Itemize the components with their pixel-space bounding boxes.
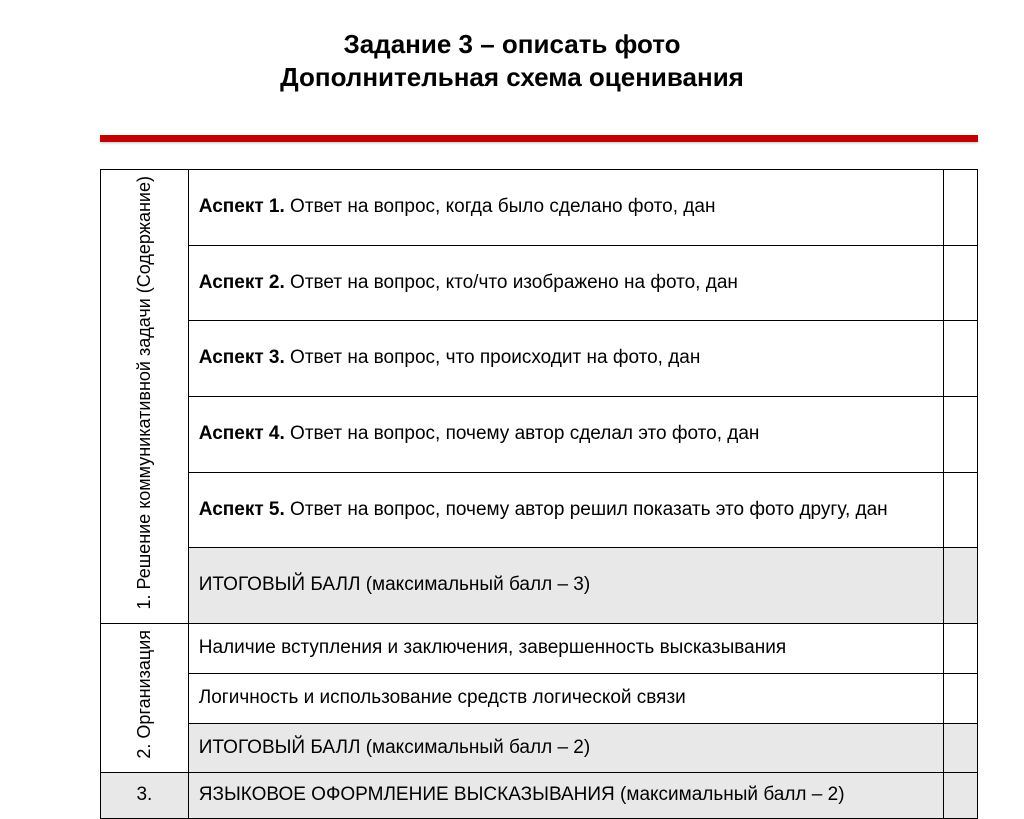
score-cell [944, 472, 978, 548]
score-cell [944, 245, 978, 321]
section-3-header: 3. [136, 784, 152, 805]
table-row: Логичность и использование средств логич… [101, 673, 978, 723]
aspect-label: Аспект 4. [199, 423, 285, 444]
horizontal-rule [0, 135, 1024, 145]
score-cell [944, 170, 978, 246]
criterion-cell: Логичность и использование средств логич… [188, 673, 943, 723]
table-row: 1. Решение коммуникативной задачи (Содер… [101, 170, 978, 246]
assessment-table: 1. Решение коммуникативной задачи (Содер… [100, 169, 978, 819]
table-row: Аспект 2. Ответ на вопрос, кто/что изобр… [101, 245, 978, 321]
criterion-cell: Аспект 4. Ответ на вопрос, почему автор … [188, 397, 943, 473]
table-row: 3. ЯЗЫКОВОЕ ОФОРМЛЕНИЕ ВЫСКАЗЫВАНИЯ (мак… [101, 773, 978, 819]
section-1-header-cell: 1. Решение коммуникативной задачи (Содер… [101, 170, 189, 624]
section-2-header: 2. Организация [133, 630, 156, 759]
criterion-cell: Наличие вступления и заключения, заверше… [188, 624, 943, 674]
criterion-cell: Аспект 3. Ответ на вопрос, что происходи… [188, 321, 943, 397]
section-1-header: 1. Решение коммуникативной задачи (Содер… [134, 176, 155, 610]
aspect-label: Аспект 5. [199, 499, 285, 520]
table-row: Аспект 5. Ответ на вопрос, почему автор … [101, 472, 978, 548]
title-line-1: Задание 3 – описать фото [0, 28, 1024, 61]
score-cell [944, 723, 978, 773]
total-cell: ИТОГОВЫЙ БАЛЛ (максимальный балл – 3) [188, 548, 943, 624]
score-cell [944, 548, 978, 624]
section-2-header-cell: 2. Организация [101, 624, 189, 773]
table-row: Аспект 4. Ответ на вопрос, почему автор … [101, 397, 978, 473]
criterion-cell: ЯЗЫКОВОЕ ОФОРМЛЕНИЕ ВЫСКАЗЫВАНИЯ (максим… [188, 773, 943, 819]
table-row: ИТОГОВЫЙ БАЛЛ (максимальный балл – 2) [101, 723, 978, 773]
total-cell: ИТОГОВЫЙ БАЛЛ (максимальный балл – 2) [188, 723, 943, 773]
aspect-label: Аспект 3. [199, 347, 285, 368]
assessment-table-container: 1. Решение коммуникативной задачи (Содер… [0, 145, 1024, 819]
score-cell [944, 773, 978, 819]
criterion-cell: Аспект 5. Ответ на вопрос, почему автор … [188, 472, 943, 548]
aspect-label: Аспект 1. [199, 196, 285, 217]
score-cell [944, 321, 978, 397]
table-row: ИТОГОВЫЙ БАЛЛ (максимальный балл – 3) [101, 548, 978, 624]
page-title: Задание 3 – описать фото Дополнительная … [0, 0, 1024, 93]
score-cell [944, 624, 978, 674]
section-3-header-cell: 3. [101, 773, 189, 819]
aspect-text: Ответ на вопрос, почему автор решил пока… [285, 499, 888, 520]
aspect-text: Ответ на вопрос, что происходит на фото,… [285, 347, 701, 368]
criterion-cell: Аспект 2. Ответ на вопрос, кто/что изобр… [188, 245, 943, 321]
criterion-cell: Аспект 1. Ответ на вопрос, когда было сд… [188, 170, 943, 246]
title-line-2: Дополнительная схема оценивания [0, 61, 1024, 94]
aspect-text: Ответ на вопрос, кто/что изображено на ф… [285, 272, 738, 293]
score-cell [944, 673, 978, 723]
score-cell [944, 397, 978, 473]
table-row: 2. Организация Наличие вступления и закл… [101, 624, 978, 674]
aspect-text: Ответ на вопрос, почему автор сделал это… [285, 423, 760, 444]
table-row: Аспект 3. Ответ на вопрос, что происходи… [101, 321, 978, 397]
aspect-label: Аспект 2. [199, 272, 285, 293]
aspect-text: Ответ на вопрос, когда было сделано фото… [285, 196, 716, 217]
